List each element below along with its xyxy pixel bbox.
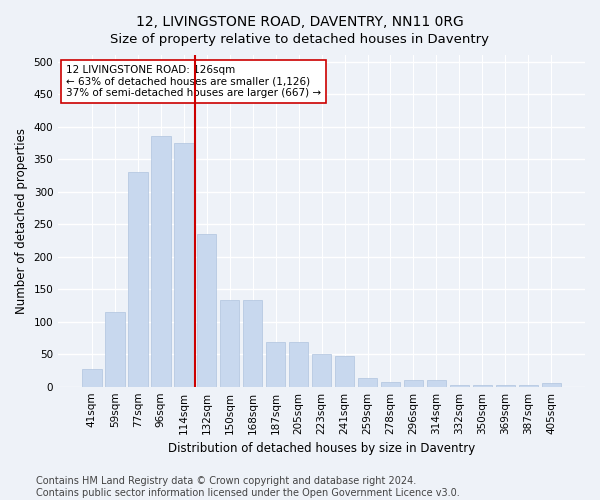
Bar [449, 384, 469, 386]
Text: Contains HM Land Registry data © Crown copyright and database right 2024.
Contai: Contains HM Land Registry data © Crown c… [36, 476, 460, 498]
Bar [197, 234, 217, 386]
Bar [427, 380, 446, 386]
Bar [151, 136, 170, 386]
Bar [289, 342, 308, 386]
Bar [174, 143, 194, 386]
Bar [128, 172, 148, 386]
X-axis label: Distribution of detached houses by size in Daventry: Distribution of detached houses by size … [168, 442, 475, 455]
Bar [404, 380, 423, 386]
Text: 12 LIVINGSTONE ROAD: 126sqm
← 63% of detached houses are smaller (1,126)
37% of : 12 LIVINGSTONE ROAD: 126sqm ← 63% of det… [66, 65, 321, 98]
Bar [335, 356, 355, 386]
Text: Size of property relative to detached houses in Daventry: Size of property relative to detached ho… [110, 32, 490, 46]
Bar [105, 312, 125, 386]
Bar [381, 382, 400, 386]
Bar [358, 378, 377, 386]
Bar [243, 300, 262, 386]
Bar [266, 342, 286, 386]
Bar [542, 383, 561, 386]
Y-axis label: Number of detached properties: Number of detached properties [15, 128, 28, 314]
Bar [220, 300, 239, 386]
Bar [82, 369, 101, 386]
Text: 12, LIVINGSTONE ROAD, DAVENTRY, NN11 0RG: 12, LIVINGSTONE ROAD, DAVENTRY, NN11 0RG [136, 15, 464, 29]
Bar [312, 354, 331, 386]
